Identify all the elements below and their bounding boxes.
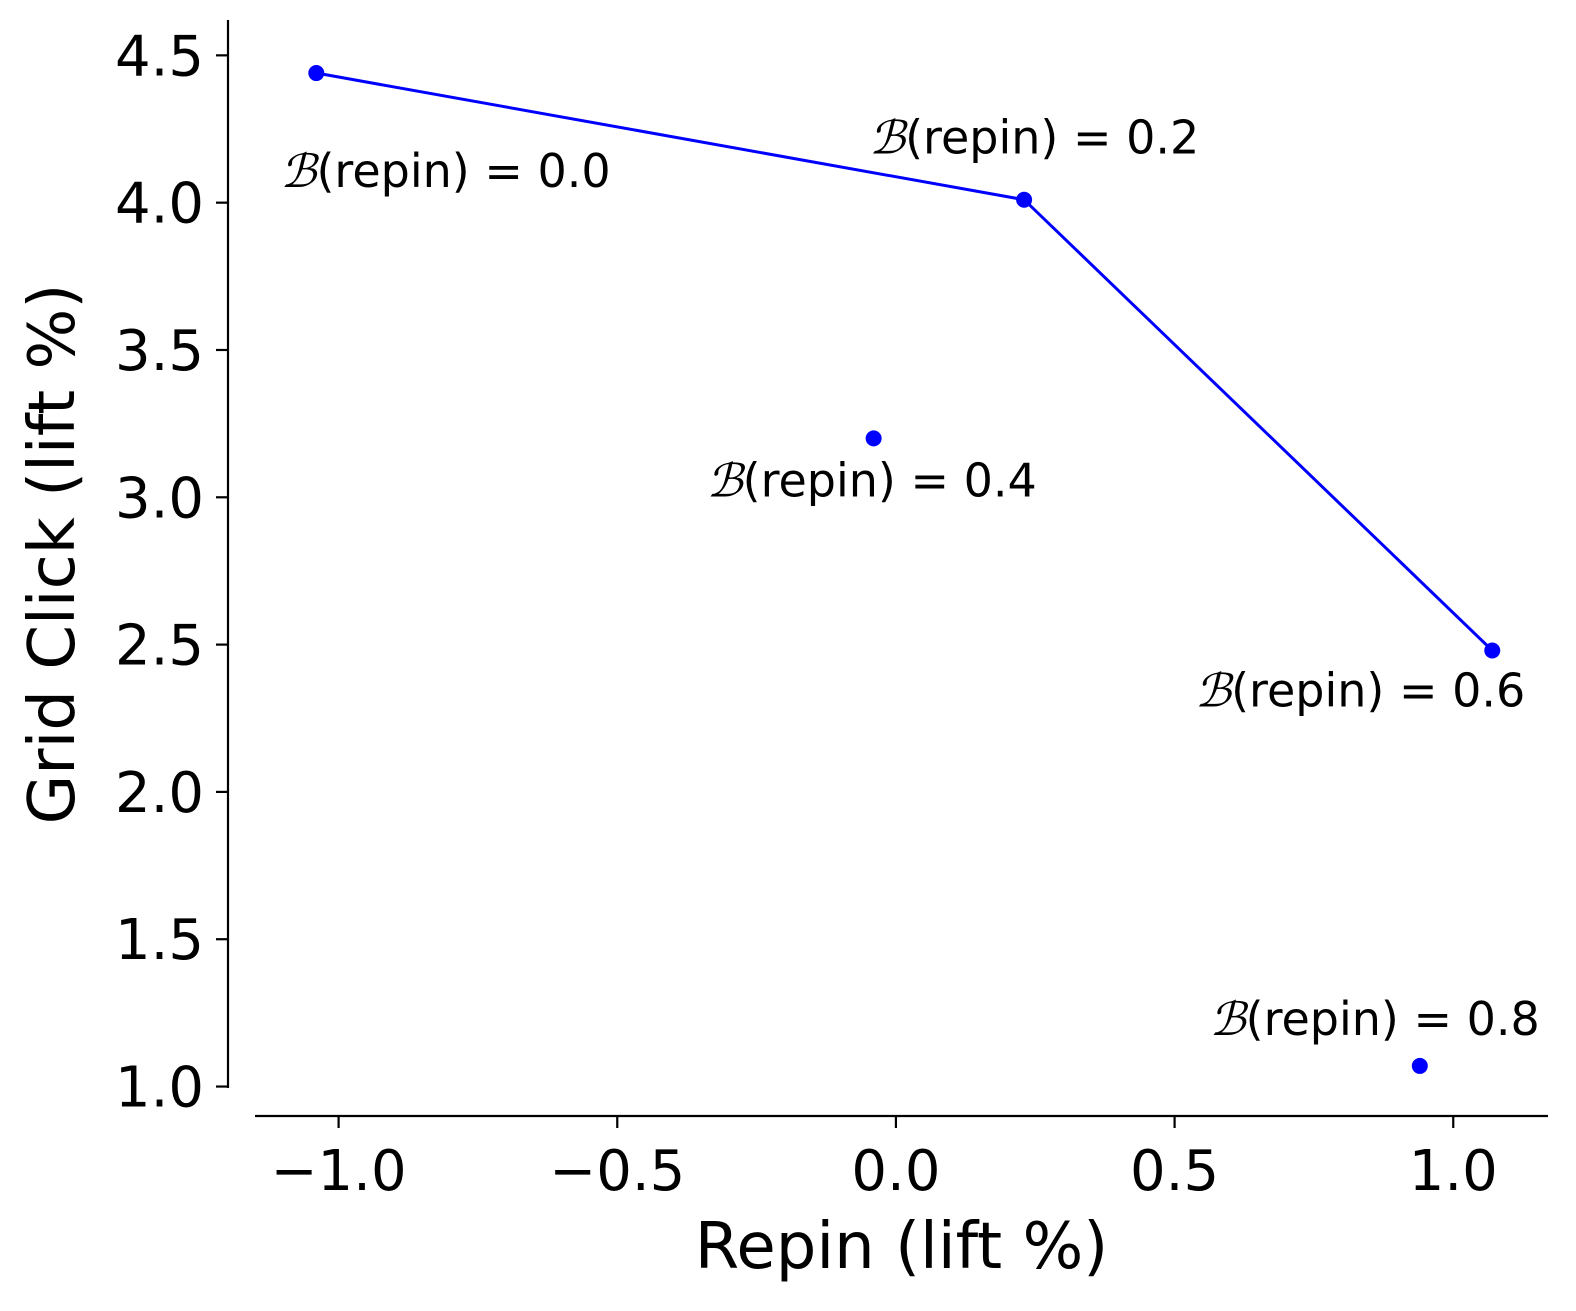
y-tick-label: 2.0: [115, 761, 204, 826]
y-tick-label: 4.5: [115, 24, 204, 89]
annotation-symbol: ℬ: [869, 111, 908, 165]
data-point: [1484, 642, 1501, 659]
y-tick-label: 2.5: [115, 614, 204, 679]
x-tick-label: −0.5: [549, 1139, 685, 1204]
x-tick-label: −1.0: [271, 1139, 407, 1204]
x-tick-label: 0.5: [1130, 1139, 1219, 1204]
data-point: [308, 65, 325, 82]
data-points: [308, 65, 1501, 1074]
annotation-symbol: ℬ: [1209, 992, 1248, 1046]
data-point: [1411, 1057, 1428, 1074]
annotation-symbol: ℬ: [280, 144, 319, 198]
y-tick-label: 1.0: [115, 1056, 204, 1121]
annotation-symbol: ℬ: [706, 453, 745, 507]
point-annotation: ℬ(repin) = 0.8: [1209, 992, 1539, 1046]
y-tick-label: 3.0: [115, 466, 204, 531]
y-ticks: 1.0 1.5 2.0 2.5 3.0 3.5 4.0 4.5: [115, 24, 228, 1121]
point-annotations: ℬ(repin) = 0.0ℬ(repin) = 0.2ℬ(repin) = 0…: [280, 111, 1540, 1046]
annotation-text: (repin) = 0.8: [1246, 992, 1540, 1046]
annotation-text: (repin) = 0.6: [1231, 663, 1525, 717]
point-annotation: ℬ(repin) = 0.4: [706, 453, 1036, 507]
data-point: [1016, 191, 1033, 208]
y-axis: 1.0 1.5 2.0 2.5 3.0 3.5 4.0 4.5: [115, 20, 230, 1121]
annotation-symbol: ℬ: [1195, 663, 1234, 717]
point-annotation: ℬ(repin) = 0.0: [280, 144, 610, 198]
x-axis-title: Repin (lift %): [695, 1210, 1108, 1284]
x-tick-label: 1.0: [1409, 1139, 1498, 1204]
y-tick-label: 1.5: [115, 908, 204, 973]
annotation-text: (repin) = 0.0: [316, 144, 610, 198]
data-point: [865, 430, 882, 447]
annotation-text: (repin) = 0.2: [905, 111, 1199, 165]
point-annotation: ℬ(repin) = 0.2: [869, 111, 1199, 165]
point-annotation: ℬ(repin) = 0.6: [1195, 663, 1525, 717]
y-tick-label: 3.5: [115, 319, 204, 384]
x-ticks: −1.0 −0.5 0.0 0.5 1.0: [271, 1116, 1498, 1204]
y-tick-label: 4.0: [115, 172, 204, 237]
x-axis: −1.0 −0.5 0.0 0.5 1.0: [255, 1114, 1548, 1204]
y-axis-title: Grid Click (lift %): [16, 284, 90, 825]
x-tick-label: 0.0: [851, 1139, 940, 1204]
annotation-text: (repin) = 0.4: [743, 453, 1037, 507]
